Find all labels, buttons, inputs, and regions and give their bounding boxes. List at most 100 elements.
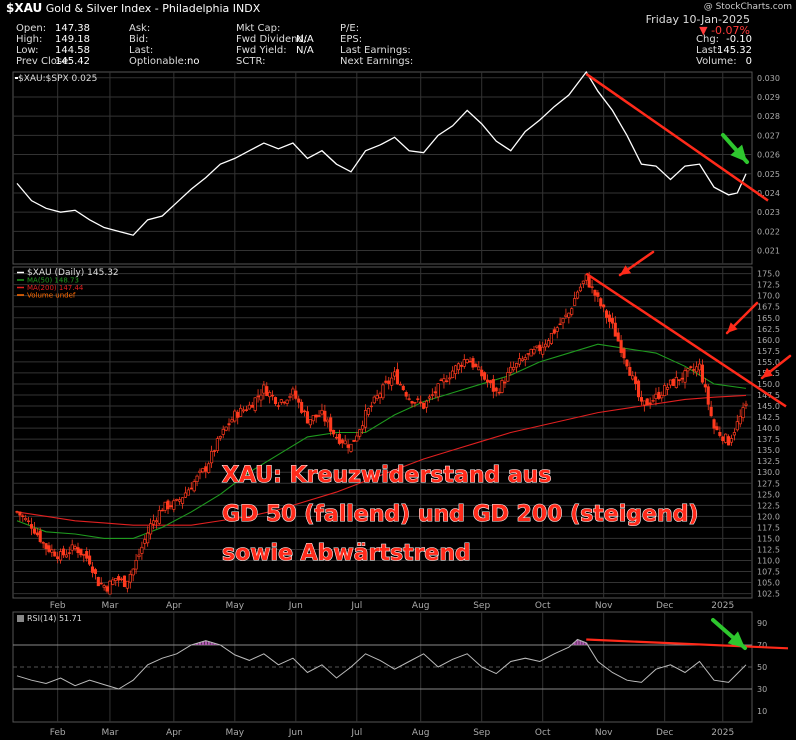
quote-label: Next Earnings: <box>340 56 414 67</box>
panel-frame-ratio <box>12 71 753 265</box>
panel-frame-rsi <box>12 611 753 723</box>
candle-body <box>56 556 60 560</box>
candle-body <box>683 370 687 383</box>
candle-body <box>183 492 188 498</box>
quote-label: Ask: <box>129 23 151 34</box>
candle-body <box>125 580 129 589</box>
candle-body <box>224 426 228 431</box>
candle-body <box>639 397 643 402</box>
quote-value: N/A <box>296 34 314 45</box>
candle-body <box>300 401 304 413</box>
annotation-text: GD 50 (fallend) und GD 200 (steigend) <box>222 502 698 527</box>
candle-body <box>276 405 280 407</box>
candle-body <box>686 368 690 372</box>
price-tick-label: 120.0 <box>757 512 780 521</box>
candle-body <box>323 410 327 422</box>
candle-body <box>517 358 522 365</box>
candle-body <box>485 379 490 383</box>
ratio-tick-label: 0.029 <box>757 93 780 102</box>
candle-body <box>352 439 356 442</box>
month-tick-label: Nov <box>595 601 613 611</box>
candle-body <box>483 372 487 380</box>
candle-body <box>149 523 153 535</box>
candle-body <box>47 545 51 552</box>
candle-body <box>24 518 28 521</box>
candle-body <box>674 376 678 388</box>
candle-body <box>332 429 336 435</box>
candle-body <box>462 359 466 367</box>
candle-body <box>334 436 339 439</box>
candle-body <box>468 360 472 363</box>
candle-body <box>343 440 347 445</box>
candle-body <box>573 298 577 306</box>
panel-frame-price <box>12 266 753 599</box>
candle-body <box>70 544 74 551</box>
price-tick-label: 170.0 <box>757 292 780 301</box>
candle-body <box>346 444 350 448</box>
candle-body <box>27 520 31 523</box>
quote-date: Friday 10-Jan-2025 <box>645 13 750 26</box>
candle-body <box>207 463 211 473</box>
rsi-line <box>16 638 747 690</box>
candle-body <box>38 530 42 542</box>
candle-body <box>477 366 481 371</box>
price-tick-label: 117.5 <box>757 523 780 532</box>
candle-body <box>660 394 664 399</box>
candle-body <box>610 318 614 324</box>
candle-body <box>503 381 507 384</box>
candle-body <box>538 344 542 352</box>
candle-body <box>44 543 48 550</box>
candle-body <box>488 380 492 384</box>
candle-body <box>93 569 97 574</box>
candle-body <box>256 395 260 398</box>
candle-body <box>195 475 199 482</box>
symbol-name: Gold & Silver Index - Philadelphia <box>45 2 230 15</box>
price-tick-label: 110.0 <box>757 556 780 565</box>
candle-body <box>265 386 269 397</box>
month-tick-label: Nov <box>595 728 613 738</box>
candle-body <box>424 400 429 408</box>
quote-value: 149.18 <box>55 34 90 45</box>
candle-body <box>111 579 115 585</box>
month-tick-label: Jun <box>288 728 303 738</box>
candle-body <box>337 433 341 444</box>
green-arrow-icon-head <box>727 631 745 648</box>
price-tick-label: 145.0 <box>757 402 780 411</box>
candle-body <box>105 586 109 592</box>
candle-body <box>727 436 731 446</box>
candle-body <box>227 423 231 426</box>
candle-body <box>96 576 100 587</box>
symbol-title: $XAU Gold & Silver Index - Philadelphia … <box>6 1 260 15</box>
price-tick-label: 167.5 <box>757 303 780 312</box>
month-tick-label: May <box>226 728 245 738</box>
candle-body <box>480 369 484 377</box>
quote-label: P/E: <box>340 23 360 34</box>
price-tick-label: 155.0 <box>757 358 780 367</box>
candle-body <box>506 372 510 382</box>
candle-body <box>326 419 330 423</box>
candle-body <box>41 542 45 544</box>
candle-body <box>361 425 365 430</box>
month-tick-label: Apr <box>166 728 182 738</box>
candle-body <box>634 376 638 385</box>
candle-body <box>363 410 368 428</box>
candle-body <box>198 470 202 473</box>
candle-body <box>314 414 318 418</box>
month-tick-label: Oct <box>535 728 551 738</box>
month-tick-label: Apr <box>166 601 182 611</box>
candle-body <box>459 364 463 367</box>
candle-body <box>619 340 623 353</box>
month-tick-label: Aug <box>412 728 430 738</box>
price-trendline <box>585 272 787 408</box>
candle-body <box>558 323 562 326</box>
candle-body <box>250 404 254 408</box>
candle-body <box>532 348 536 354</box>
candle-body <box>15 511 19 513</box>
rsi-tick-label: 70 <box>757 641 767 650</box>
month-tick-label: Feb <box>50 601 66 611</box>
ratio-tick-label: 0.026 <box>757 151 780 160</box>
candle-body <box>372 396 376 404</box>
price-legend-entry: $XAU (Daily) 145.32 <box>27 268 119 278</box>
month-tick-label: 2025 <box>711 728 734 738</box>
candle-body <box>648 402 652 405</box>
